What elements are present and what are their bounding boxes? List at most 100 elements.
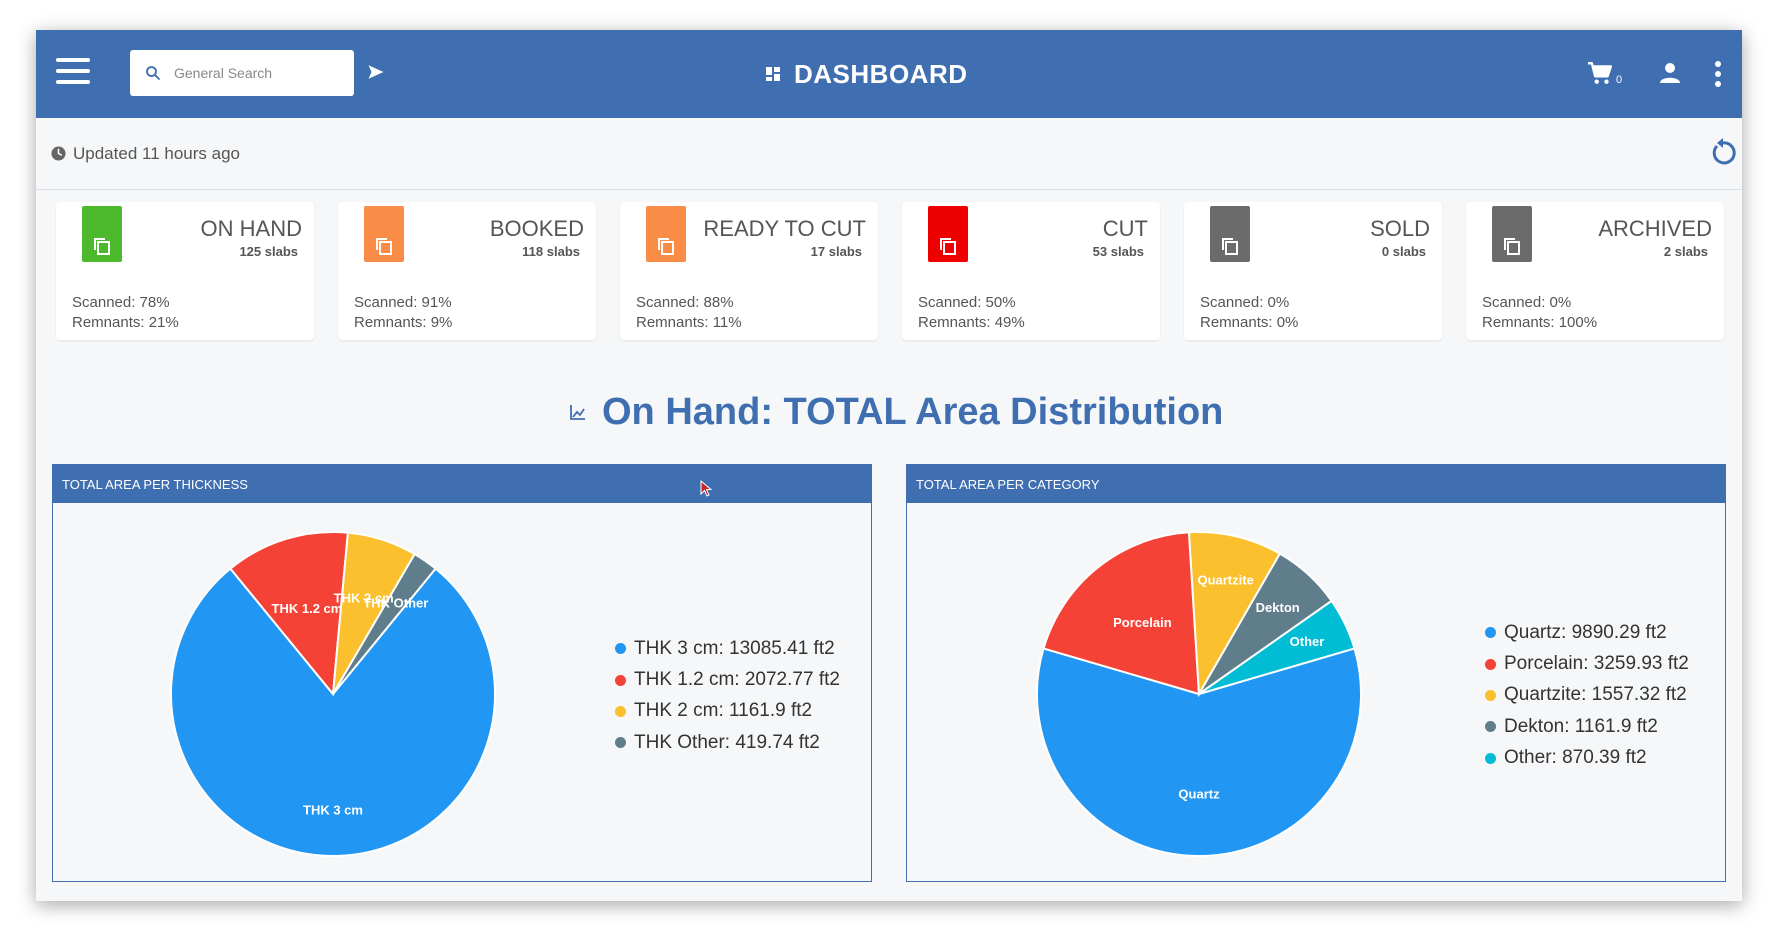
- card-title: CUT: [1102, 216, 1148, 241]
- slice-label: THK Other: [363, 596, 428, 611]
- legend-dot: [615, 674, 626, 686]
- more-vert-icon[interactable]: [1714, 60, 1722, 88]
- legend-dot: [615, 643, 626, 655]
- slice-label: Quartz: [1178, 786, 1220, 801]
- card-on-hand[interactable]: ON HAND 125 slabs Scanned: 78% Remnants:…: [56, 202, 314, 340]
- card-count: 53 slabs: [1092, 244, 1144, 259]
- slice-label: THK 3 cm: [303, 803, 363, 818]
- pie-slice[interactable]: [170, 567, 496, 857]
- mouse-cursor-icon: [700, 480, 713, 497]
- card-icon-ready-to-cut: [646, 206, 686, 262]
- section-title: On Hand: TOTAL Area Distribution: [602, 390, 1224, 433]
- card-scanned: Scanned: 91%: [354, 294, 452, 311]
- slice-label: Porcelain: [1113, 615, 1172, 630]
- panel-title: TOTAL AREA PER THICKNESS: [62, 477, 248, 492]
- panel-title: TOTAL AREA PER CATEGORY: [916, 477, 1100, 492]
- card-remnants: Remnants: 11%: [636, 314, 742, 331]
- legend-dot: [615, 737, 626, 749]
- send-icon[interactable]: [367, 63, 385, 81]
- pie-slice[interactable]: [228, 531, 349, 697]
- search-box[interactable]: [130, 50, 354, 96]
- pie-slice[interactable]: [1036, 647, 1362, 857]
- card-icon-sold: [1210, 206, 1250, 262]
- search-icon: [146, 66, 160, 80]
- card-scanned: Scanned: 50%: [918, 294, 1016, 311]
- pie-slice[interactable]: [1187, 531, 1282, 698]
- legend-item: THK Other: 419.74 ft2: [615, 727, 840, 758]
- legend-label: THK Other: 419.74 ft2: [634, 731, 820, 753]
- refresh-icon[interactable]: [1709, 138, 1737, 168]
- menu-icon[interactable]: [56, 58, 90, 84]
- card-count: 2 slabs: [1663, 244, 1708, 259]
- slice-label: THK 1.2 cm: [272, 601, 343, 616]
- legend-item: THK 2 cm: 1161.9 ft2: [615, 696, 840, 727]
- legend-item: Dekton: 1161.9 ft2: [1485, 711, 1689, 742]
- card-remnants: Remnants: 0%: [1200, 314, 1299, 331]
- legend-item: Other: 870.39 ft2: [1485, 743, 1689, 774]
- panel-header: TOTAL AREA PER THICKNESS: [53, 465, 871, 503]
- legend-label: THK 1.2 cm: 2072.77 ft2: [634, 669, 840, 691]
- status-row: Updated 11 hours ago: [36, 118, 1742, 190]
- chart-line-icon: [570, 405, 585, 420]
- cart-count-badge: 0: [1616, 74, 1623, 86]
- panel-area-per-category: TOTAL AREA PER CATEGORY Quartz Porcelain Q…: [906, 464, 1726, 882]
- updated-timestamp: Updated 11 hours ago: [73, 144, 240, 163]
- page-title-group: DASHBOARD: [766, 56, 968, 92]
- card-title: READY TO CUT: [703, 216, 866, 241]
- legend-label: Quartzite: 1557.32 ft2: [1504, 684, 1687, 706]
- card-ready-to-cut[interactable]: READY TO CUT 17 slabs Scanned: 88% Remna…: [620, 202, 878, 340]
- legend-label: Quartz: 9890.29 ft2: [1504, 621, 1667, 643]
- search-input[interactable]: [174, 50, 350, 96]
- section-heading: On Hand: TOTAL Area Distribution: [570, 390, 1223, 434]
- card-icon-on-hand: [82, 206, 122, 262]
- top-bar: DASHBOARD 0: [36, 30, 1742, 118]
- legend-thickness: THK 3 cm: 13085.41 ft2 THK 1.2 cm: 2072.…: [615, 633, 840, 759]
- copy-icon: [94, 238, 110, 255]
- card-count: 0 slabs: [1381, 244, 1426, 259]
- card-scanned: Scanned: 88%: [636, 294, 734, 311]
- card-booked[interactable]: BOOKED 118 slabs Scanned: 91% Remnants: …: [338, 202, 596, 340]
- page-title: DASHBOARD: [794, 58, 968, 89]
- clock-icon: [51, 146, 66, 161]
- slice-label: Other: [1290, 634, 1325, 649]
- card-remnants: Remnants: 49%: [918, 314, 1025, 331]
- card-remnants: Remnants: 21%: [72, 314, 179, 331]
- copy-icon: [1222, 238, 1238, 255]
- legend-dot: [1485, 752, 1496, 764]
- legend-item: Porcelain: 3259.93 ft2: [1485, 648, 1689, 679]
- panel-header: TOTAL AREA PER CATEGORY: [907, 465, 1725, 503]
- legend-label: Other: 870.39 ft2: [1504, 747, 1647, 769]
- cart-icon[interactable]: [1587, 60, 1613, 86]
- legend-dot: [615, 705, 626, 717]
- card-sold[interactable]: SOLD 0 slabs Scanned: 0% Remnants: 0%: [1184, 202, 1442, 340]
- slice-label: THK 2 cm: [334, 590, 394, 605]
- legend-item: THK 3 cm: 13085.41 ft2: [615, 633, 840, 664]
- dashboard-icon: [766, 67, 780, 81]
- card-title: ARCHIVED: [1598, 216, 1712, 241]
- card-count: 125 slabs: [239, 244, 298, 259]
- card-count: 17 slabs: [810, 244, 862, 259]
- legend-label: THK 3 cm: 13085.41 ft2: [634, 637, 835, 659]
- copy-icon: [658, 238, 674, 255]
- legend-item: THK 1.2 cm: 2072.77 ft2: [615, 664, 840, 695]
- card-remnants: Remnants: 9%: [354, 314, 453, 331]
- legend-label: Porcelain: 3259.93 ft2: [1504, 653, 1689, 675]
- legend-dot: [1485, 721, 1496, 733]
- app-window: DASHBOARD 0 Updated 11 hours ago: [36, 30, 1742, 901]
- card-scanned: Scanned: 78%: [72, 294, 170, 311]
- pie-slice[interactable]: [1042, 531, 1201, 696]
- card-archived[interactable]: ARCHIVED 2 slabs Scanned: 0% Remnants: 1…: [1466, 202, 1724, 340]
- card-cut[interactable]: CUT 53 slabs Scanned: 50% Remnants: 49%: [902, 202, 1160, 340]
- legend-dot: [1485, 689, 1496, 701]
- card-count: 118 slabs: [522, 244, 580, 259]
- user-icon[interactable]: [1658, 61, 1682, 85]
- card-title: SOLD: [1370, 216, 1430, 241]
- pie-slice[interactable]: [1198, 599, 1356, 695]
- legend-label: THK 2 cm: 1161.9 ft2: [634, 700, 813, 722]
- legend-dot: [1485, 627, 1496, 639]
- slice-label: Dekton: [1256, 600, 1300, 615]
- panel-area-per-thickness: TOTAL AREA PER THICKNESS THK 3 cm THK 1.2…: [52, 464, 872, 882]
- pie-slice[interactable]: [332, 552, 438, 695]
